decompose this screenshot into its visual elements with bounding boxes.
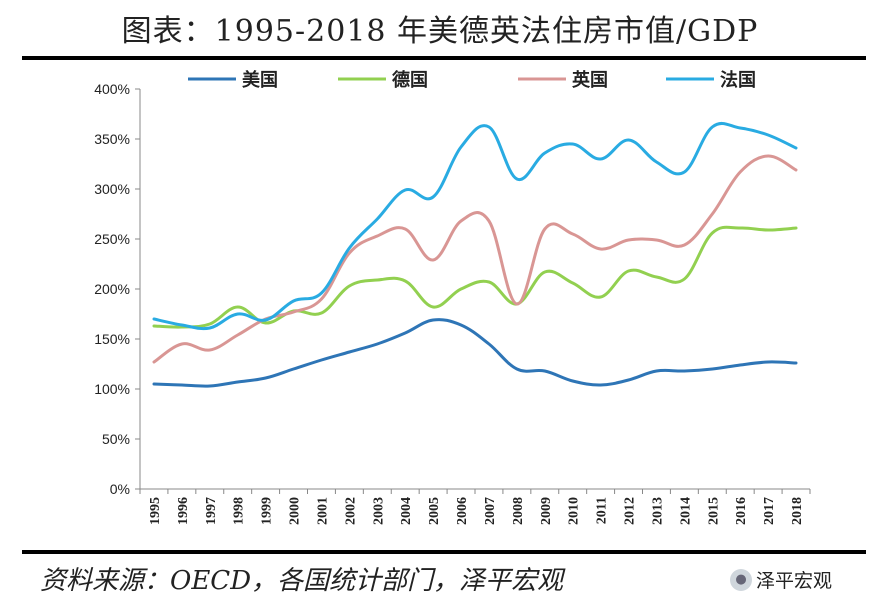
y-tick-label: 100%	[94, 381, 130, 397]
x-tick-label: 2003	[371, 497, 386, 525]
y-tick-label: 150%	[94, 331, 130, 347]
x-tick-label: 2002	[343, 497, 358, 525]
x-tick-label: 2000	[288, 497, 303, 525]
x-tick-label: 1997	[204, 497, 219, 525]
wechat-icon: ●	[730, 568, 752, 591]
y-tick-label: 200%	[94, 281, 130, 297]
series-line-3	[152, 121, 798, 331]
legend-label: 英国	[571, 69, 608, 91]
legend-label: 法国	[720, 69, 756, 91]
y-tick-label: 350%	[94, 131, 130, 147]
chart-title: 图表：1995-2018 年美德英法住房市值/GDP	[121, 14, 759, 49]
x-tick-label: 2009	[539, 497, 554, 525]
x-tick-label: 2017	[762, 497, 777, 525]
axes: 0% 50% 100% 150% 200% 250% 300% 350% 400% 1995 199…	[94, 81, 811, 525]
y-tick-label: 300%	[94, 181, 130, 197]
y-tick-label: 0%	[110, 481, 130, 497]
bottom-rule	[22, 550, 866, 554]
x-tick-label: 2004	[399, 497, 414, 525]
legend: 美国 德国 英国 法国	[188, 69, 756, 91]
x-tick-label: 2011	[595, 497, 610, 524]
x-tick-label: 1998	[232, 497, 247, 525]
watermark: ● 泽平宏观	[730, 566, 832, 593]
series-line-2	[152, 154, 798, 364]
x-tick-label: 2006	[455, 497, 470, 525]
x-tick-label: 2010	[567, 497, 582, 525]
line-chart: 美国 德国 英国 法国 0% 50% 100% 150% 200% 250% 300% 350% 40…	[94, 69, 811, 525]
series-line-1	[152, 225, 798, 329]
x-tick-label: 2005	[427, 497, 442, 525]
top-rule	[22, 56, 866, 60]
x-tick-label: 2012	[623, 497, 638, 525]
x-tick-label: 2008	[511, 497, 526, 525]
x-tick-label: 2013	[650, 497, 665, 525]
x-tick-label: 1996	[176, 497, 191, 525]
legend-label: 德国	[392, 69, 428, 91]
x-tick-label: 2016	[734, 497, 749, 525]
watermark-text: 泽平宏观	[756, 570, 833, 592]
x-tick-label: 2014	[678, 497, 693, 525]
source-note: 资料来源：OECD，各国统计部门，泽平宏观	[40, 566, 564, 596]
x-tick-label: 2007	[483, 497, 498, 525]
y-tick-label: 400%	[94, 81, 130, 97]
x-tick-label: 2018	[790, 497, 805, 525]
y-tick-label: 250%	[94, 231, 130, 247]
x-tick-label: 1999	[260, 497, 275, 525]
legend-label: 美国	[242, 69, 278, 91]
y-tick-label: 50%	[102, 431, 130, 447]
x-tick-label: 1995	[148, 497, 163, 525]
x-tick-label: 2015	[706, 497, 721, 525]
x-tick-label: 2001	[315, 497, 330, 525]
series-lines	[152, 121, 798, 388]
series-line-0	[152, 318, 798, 388]
